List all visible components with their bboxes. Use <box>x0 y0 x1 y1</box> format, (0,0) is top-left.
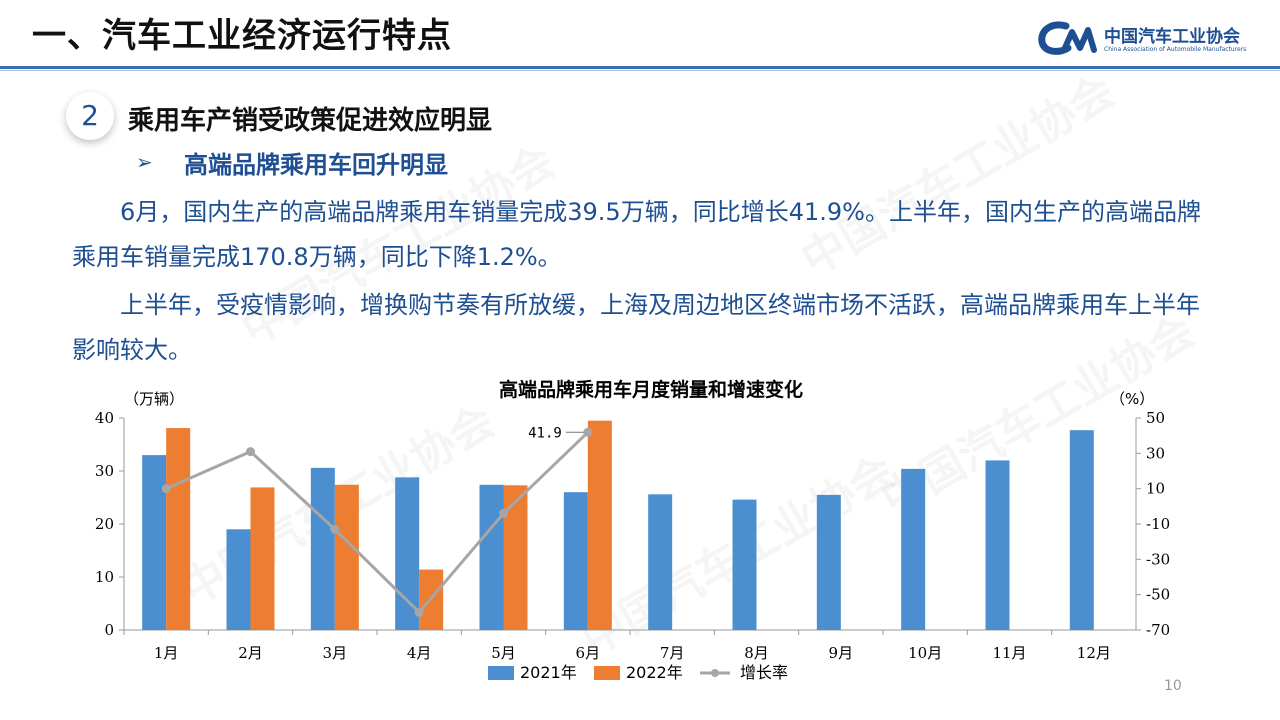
bar-2021年 <box>226 529 251 630</box>
chart-title: 高端品牌乘用车月度销量和增速变化 <box>499 378 803 401</box>
legend-label: 增长率 <box>740 663 788 682</box>
bar-2021年 <box>310 467 335 630</box>
x-tick-label: 1月 <box>154 644 179 662</box>
bar-2021年 <box>732 499 757 630</box>
bar-2022年 <box>334 484 359 630</box>
page-title: 一、汽车工业经济运行特点 <box>32 16 452 56</box>
bar-2021年 <box>648 494 673 630</box>
header-divider <box>0 66 1280 69</box>
page-number: 10 <box>1164 678 1182 694</box>
subsection-title: 高端品牌乘用车回升明显 <box>184 151 448 179</box>
x-tick-label: 2月 <box>238 644 263 662</box>
x-tick-label: 3月 <box>323 644 348 662</box>
y-tick-label: 40 <box>95 409 114 427</box>
y-tick-label: 10 <box>95 568 114 586</box>
y2-tick-label: -30 <box>1146 550 1170 568</box>
bar-2021年 <box>563 492 588 630</box>
y-tick-label: 30 <box>95 462 114 480</box>
x-tick-label: 11月 <box>992 644 1026 662</box>
y2-tick-label: -70 <box>1146 621 1170 639</box>
growth-rate-point <box>330 524 340 534</box>
legend-line-marker <box>711 669 719 677</box>
body-paragraph: 上半年，受疫情影响，增换购节奏有所放缓，上海及周边地区终端市场不活跃，高端品牌乘… <box>72 291 1200 364</box>
x-tick-label: 9月 <box>829 644 854 662</box>
growth-rate-line <box>165 431 589 615</box>
bar-2022年 <box>166 428 191 630</box>
logo-text-en: China Association of Automobile Manufact… <box>1104 46 1247 53</box>
y2-tick-label: 30 <box>1146 444 1165 462</box>
growth-rate-point <box>414 607 424 617</box>
growth-rate-point <box>583 427 593 437</box>
bar-2021年 <box>479 484 504 630</box>
chart-svg: 高端品牌乘用车月度销量和增速变化 （万辆） （%） 0 10 20 30 40 50 30 10 -1… <box>95 378 1170 682</box>
legend-swatch <box>488 666 514 680</box>
bar-2022年 <box>503 485 528 630</box>
growth-rate-point <box>499 508 508 518</box>
section-title: 乘用车产销受政策促进效应明显 <box>128 106 493 136</box>
caam-logo-icon <box>1038 21 1097 55</box>
bar-2022年 <box>587 420 612 630</box>
y-tick-label: 0 <box>104 621 114 639</box>
legend-label: 2022年 <box>626 663 683 682</box>
bar-2021年 <box>142 455 167 630</box>
bar-2022年 <box>250 487 275 630</box>
y2-tick-label: -10 <box>1146 515 1170 533</box>
section-number-badge: 2 <box>66 92 114 140</box>
y2-tick-label: -50 <box>1146 586 1170 604</box>
growth-rate-point <box>161 484 171 494</box>
header-divider-thin <box>0 70 1280 71</box>
x-tick-label: 7月 <box>660 644 685 662</box>
sales-chart: 高端品牌乘用车月度销量和增速变化 （万辆） （%） 0 10 20 30 40 50 30 10 -1… <box>80 372 1220 692</box>
x-tick-label: 5月 <box>491 644 516 662</box>
y2-tick-label: 50 <box>1146 409 1165 427</box>
logo-text-cn: 中国汽车工业协会 <box>1104 27 1240 47</box>
bar-2021年 <box>816 494 841 630</box>
arrow-bullet-icon: ➢ <box>136 150 153 174</box>
left-axis-unit: （万辆） <box>124 390 184 408</box>
x-tick-label: 12月 <box>1077 644 1111 662</box>
annotation-label: 41.9 <box>528 425 562 441</box>
x-tick-label: 6月 <box>576 644 601 662</box>
legend-label: 2021年 <box>520 663 577 682</box>
caam-logo: 中国汽车工业协会 China Association of Automobile… <box>1036 18 1256 62</box>
body-paragraph: 6月，国内生产的高端品牌乘用车销量完成39.5万辆，同比增长41.9%。上半年，… <box>72 198 1201 271</box>
y2-tick-label: 10 <box>1146 480 1165 498</box>
bar-2021年 <box>1069 430 1094 630</box>
x-tick-label: 4月 <box>407 644 432 662</box>
bar-2021年 <box>985 460 1010 630</box>
growth-rate-point <box>246 447 255 457</box>
x-tick-label: 8月 <box>744 644 769 662</box>
bar-2021年 <box>901 468 926 630</box>
slide-header: 一、汽车工业经济运行特点 中国汽车工业协会 China Association … <box>0 0 1280 72</box>
bar-2021年 <box>395 477 420 630</box>
right-axis-unit: （%） <box>1110 390 1154 408</box>
legend-swatch <box>594 666 620 680</box>
x-tick-label: 10月 <box>908 644 942 662</box>
y-tick-label: 20 <box>95 515 114 533</box>
